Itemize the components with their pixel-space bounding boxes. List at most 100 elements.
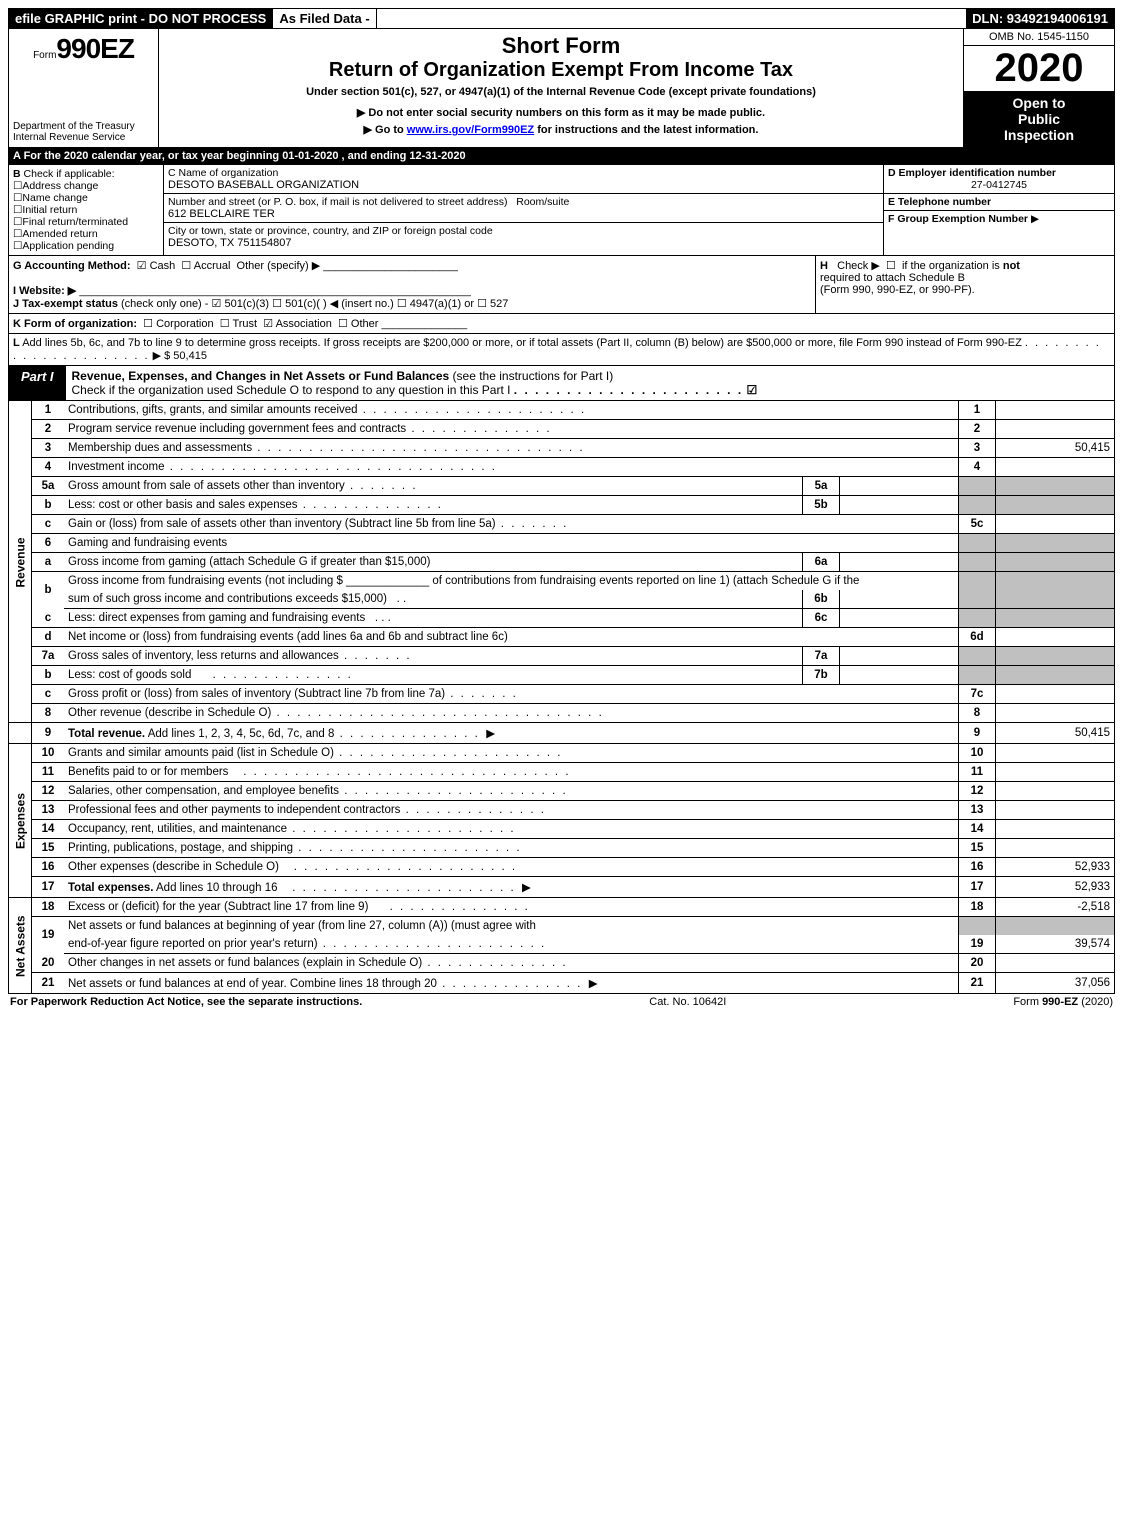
short-form-title: Short Form [165,33,957,59]
ln4-desc: Investment income [68,461,165,473]
h-text3: required to attach Schedule B [820,272,965,284]
h-label: H [820,260,828,272]
accrual-label: Accrual [194,260,231,272]
ln16-num: 16 [32,858,65,877]
ln1-num: 1 [32,401,65,420]
j-o2: 501(c)( ) [285,298,327,310]
j-o1: 501(c)(3) [224,298,269,310]
ln15-num: 15 [32,839,65,858]
ln9-desc2: Add lines 1, 2, 3, 4, 5c, 6d, 7c, and 8 [148,728,335,740]
chk-other[interactable] [338,318,348,330]
ln9-num: 9 [32,723,65,744]
chk-4947[interactable] [397,298,407,310]
ln1-desc: Contributions, gifts, grants, and simila… [68,404,358,416]
ln6b-subamt [840,590,959,609]
ln12-rnum: 12 [959,782,996,801]
dept-treasury: Department of the Treasury [11,121,156,132]
ln6a-desc: Gross income from gaming (attach Schedul… [64,553,803,572]
ln10-num: 10 [32,744,65,763]
ln17-desc2: Add lines 10 through 16 [156,882,277,894]
ln1-rnum: 1 [959,401,996,420]
ln6d-desc: Net income or (loss) from fundraising ev… [64,628,959,647]
ln1-amt [996,401,1115,420]
goto-post: for instructions and the latest informat… [534,124,758,136]
chk-assoc[interactable] [263,318,273,330]
footer-mid: Cat. No. 10642I [649,996,726,1008]
ln6-desc: Gaming and fundraising events [64,534,959,553]
ln6a-subamt [840,553,959,572]
j-insert: (insert no.) [341,298,394,310]
chk-527[interactable] [477,298,487,310]
footer-left: For Paperwork Reduction Act Notice, see … [10,996,362,1008]
chk-501c[interactable] [272,298,282,310]
chk-cash[interactable] [137,260,147,272]
ln6c-subamt [840,609,959,628]
ln7b-num: b [32,666,65,685]
chk-final-return[interactable]: Final return/terminated [13,216,159,228]
ln4-amt [996,458,1115,477]
chk-schedule-o[interactable] [747,383,758,397]
ln5c-amt [996,515,1115,534]
form-header: Form990EZ Department of the Treasury Int… [8,29,1115,148]
street-label: Number and street (or P. O. box, if mail… [168,196,507,208]
chk-h[interactable] [886,260,896,272]
f-group-label: F Group Exemption Number [888,213,1028,225]
k-label: K Form of organization: [13,318,137,330]
ln2-amt [996,420,1115,439]
ln13-rnum: 13 [959,801,996,820]
ssn-warning: Do not enter social security numbers on … [368,107,765,119]
b-label: B [13,168,21,180]
ln2-rnum: 2 [959,420,996,439]
chk-amended-return[interactable]: Amended return [13,228,159,240]
part-1-check: Check if the organization used Schedule … [72,383,511,397]
chk-corp[interactable] [143,318,153,330]
ln7a-num: 7a [32,647,65,666]
l-text: Add lines 5b, 6c, and 7b to line 9 to de… [22,337,1022,349]
chk-trust[interactable] [220,318,230,330]
ln6d-num: d [32,628,65,647]
ln12-num: 12 [32,782,65,801]
chk-address-change[interactable]: Address change [13,180,159,192]
part-1-title: Revenue, Expenses, and Changes in Net As… [72,369,450,383]
ln9-amt: 50,415 [996,723,1115,744]
ln14-num: 14 [32,820,65,839]
ln17-desc: Total expenses. [68,882,153,894]
ln15-desc: Printing, publications, postage, and shi… [68,842,293,854]
i-website-label: I Website: ▶ [13,285,76,297]
ln20-desc: Other changes in net assets or fund bala… [68,957,422,969]
chk-application-pending[interactable]: Application pending [13,240,159,252]
side-expenses: Expenses [9,744,32,898]
topbar-spacer [377,9,966,28]
k-corp: Corporation [156,318,213,330]
ln8-num: 8 [32,704,65,723]
ln13-desc: Professional fees and other payments to … [68,804,400,816]
chk-accrual[interactable] [181,260,191,272]
other-label: Other (specify) ▶ [237,260,321,272]
room-label: Room/suite [516,196,569,208]
ln3-amt: 50,415 [996,439,1115,458]
ln14-desc: Occupancy, rent, utilities, and maintena… [68,823,287,835]
ln18-num: 18 [32,898,65,917]
ln5a-desc: Gross amount from sale of assets other t… [68,480,345,492]
ln18-rnum: 18 [959,898,996,917]
ln6a-num: a [32,553,65,572]
ln8-desc: Other revenue (describe in Schedule O) [68,707,271,719]
check-if: Check if applicable: [24,168,115,180]
chk-name-change[interactable]: Name change [13,192,159,204]
ln7c-desc: Gross profit or (loss) from sales of inv… [68,688,445,700]
irs-link[interactable]: www.irs.gov/Form990EZ [407,124,534,136]
ln3-rnum: 3 [959,439,996,458]
ln6c-num: c [32,609,65,628]
chk-501c3[interactable] [212,298,222,310]
chk-initial-return[interactable]: Initial return [13,204,159,216]
ln6d-amt [996,628,1115,647]
ln21-amt: 37,056 [996,973,1115,994]
dln-label: DLN: 93492194006191 [966,9,1114,28]
ln21-rnum: 21 [959,973,996,994]
part-1-tab: Part I [9,366,66,400]
ln5b-num: b [32,496,65,515]
d-ein-label: D Employer identification number [888,167,1110,179]
footer-right-form: 990-EZ [1042,996,1078,1008]
goto-pre: Go to [375,124,407,136]
ln16-amt: 52,933 [996,858,1115,877]
